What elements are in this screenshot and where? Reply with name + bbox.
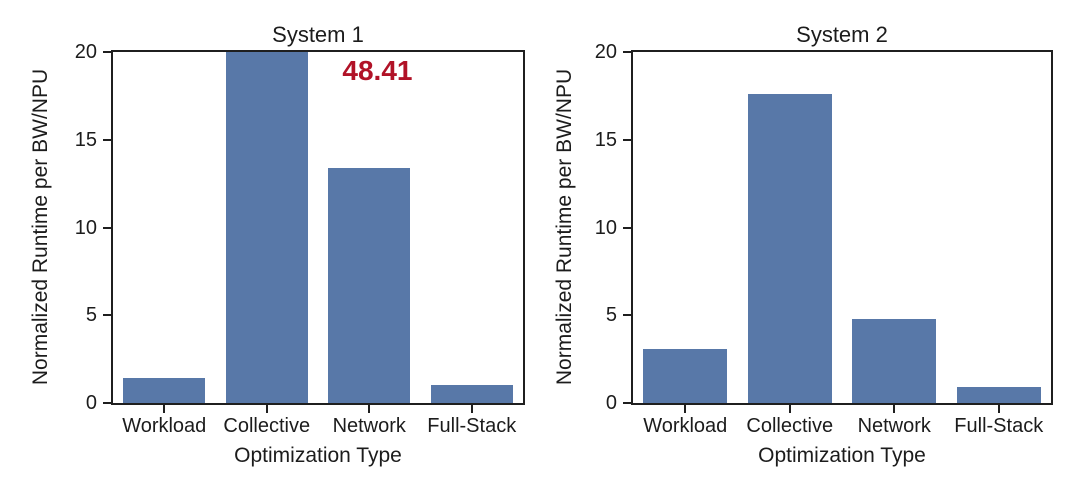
bar-value-annotation: 48.41 bbox=[342, 55, 413, 86]
chart2-plot-area: 0 5 10 15 20 Workload Collective Network Full-St… bbox=[595, 41, 1053, 437]
y-tick-label: 5 bbox=[85, 304, 97, 327]
x-tick-label: Workload bbox=[643, 415, 728, 437]
x-tick-label: Full-Stack bbox=[954, 415, 1044, 437]
y-tick-mark bbox=[623, 402, 631, 404]
x-tick-mark bbox=[470, 405, 473, 413]
y-tick-mark bbox=[103, 402, 111, 404]
y-tick-label: 15 bbox=[74, 128, 97, 151]
y-tick-mark bbox=[623, 51, 631, 53]
y-tick-label: 0 bbox=[605, 392, 617, 414]
y-tick-label: 10 bbox=[74, 216, 97, 239]
y-tick-mark bbox=[623, 138, 631, 141]
y-tick-label: 5 bbox=[605, 304, 617, 327]
bar-full-stack bbox=[956, 387, 1041, 403]
y-tick-mark bbox=[103, 226, 111, 229]
chart2-x-axis-label: Optimization Type bbox=[758, 444, 926, 467]
bar-network bbox=[328, 167, 411, 403]
x-tick-mark bbox=[368, 405, 371, 413]
y-tick-mark bbox=[103, 138, 111, 141]
chart1-x-axis-label: Optimization Type bbox=[234, 444, 402, 467]
y-tick-label: 20 bbox=[74, 41, 97, 63]
y-tick-label: 20 bbox=[594, 41, 617, 63]
x-tick-label: Full-Stack bbox=[427, 415, 517, 437]
x-tick-label: Collective bbox=[746, 415, 834, 437]
chart2-title: System 2 bbox=[796, 22, 888, 47]
x-tick-mark bbox=[893, 405, 896, 413]
x-tick-mark bbox=[265, 405, 268, 413]
x-tick-mark bbox=[788, 405, 791, 413]
x-tick-mark bbox=[997, 405, 1000, 413]
y-tick-mark bbox=[103, 51, 111, 53]
x-tick-label: Collective bbox=[223, 415, 311, 437]
x-tick-label: Workload bbox=[122, 415, 207, 437]
bar-workload bbox=[123, 378, 206, 403]
chart1-title: System 1 bbox=[272, 22, 364, 47]
y-tick-label: 0 bbox=[85, 392, 97, 414]
x-tick-label: Network bbox=[332, 415, 406, 437]
x-tick-label: Network bbox=[857, 415, 931, 437]
bar-collective bbox=[747, 94, 832, 403]
y-tick-label: 15 bbox=[594, 128, 617, 151]
y-tick-label: 10 bbox=[594, 216, 617, 239]
y-tick-mark bbox=[623, 314, 631, 317]
bar-collective bbox=[225, 52, 308, 403]
x-tick-mark bbox=[163, 405, 166, 413]
bar-full-stack bbox=[430, 385, 513, 403]
y-tick-mark bbox=[103, 314, 111, 317]
y-tick-mark bbox=[623, 226, 631, 229]
bar-workload bbox=[643, 348, 728, 403]
bar-network bbox=[852, 318, 937, 403]
x-tick-mark bbox=[684, 405, 687, 413]
chart1-plot-area: 0 5 10 15 20 Workload Collective Network Full-St… bbox=[75, 41, 525, 437]
